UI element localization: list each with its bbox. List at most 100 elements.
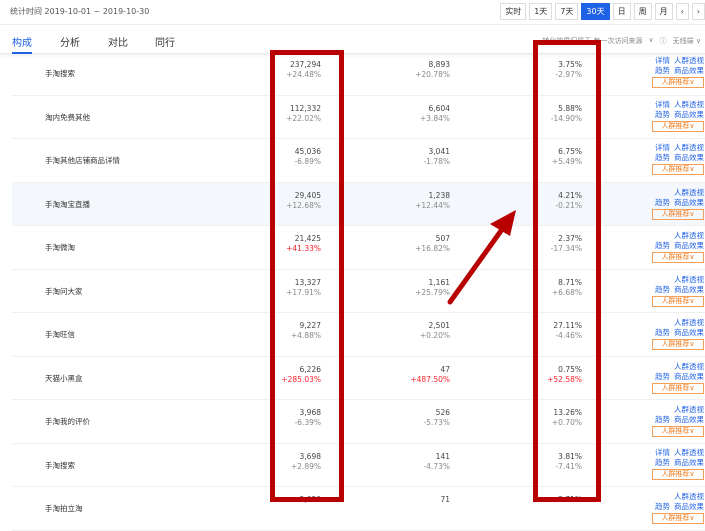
recommend-dropdown[interactable]: 人群推荐∨ bbox=[652, 513, 704, 524]
source-name: 手淘搜索 bbox=[45, 460, 75, 470]
crowd-link[interactable]: 人群透视 bbox=[674, 143, 704, 152]
buyers-change: -5.73% bbox=[423, 418, 450, 427]
crowd-link[interactable]: 人群透视 bbox=[674, 99, 704, 109]
conversion-rate-value: 3.75% bbox=[558, 60, 582, 69]
visitors: 3,698 +2.89% bbox=[241, 452, 321, 472]
visitors-change: +17.91% bbox=[286, 287, 321, 297]
source-name: 天猫小黑盒 bbox=[45, 373, 83, 383]
detail-link[interactable]: 详情 bbox=[655, 99, 670, 109]
info-icon[interactable]: ⓘ bbox=[659, 37, 667, 45]
period-button[interactable]: 周 bbox=[633, 3, 652, 20]
visitors-value: 3,698 bbox=[299, 451, 321, 461]
trend-link[interactable]: 趋势 bbox=[655, 371, 670, 381]
visitors-value: 29,405 bbox=[294, 190, 321, 200]
period-button[interactable]: ‹ bbox=[675, 3, 689, 20]
crowd-link[interactable]: 人群透视 bbox=[674, 56, 704, 65]
recommend-dropdown[interactable]: 人群推荐∨ bbox=[652, 120, 704, 132]
visitors-change: +4.88% bbox=[290, 331, 321, 340]
visitors-value: 9,227 bbox=[299, 321, 321, 330]
buyers-value: 141 bbox=[435, 451, 450, 461]
conversion-rate: 27.11% -4.46% bbox=[502, 321, 582, 341]
period-button[interactable]: 日 bbox=[612, 3, 631, 20]
trend-link[interactable]: 趋势 bbox=[655, 153, 670, 162]
crowd-link[interactable]: 人群透视 bbox=[674, 231, 704, 240]
conversion-rate-change: -17.34% bbox=[550, 244, 582, 253]
crowd-link[interactable]: 人群透视 bbox=[674, 405, 704, 414]
effect-link[interactable]: 商品效果 bbox=[674, 66, 704, 75]
recommend-dropdown[interactable]: 人群推荐∨ bbox=[652, 382, 704, 394]
crowd-link[interactable]: 人群透视 bbox=[674, 187, 704, 197]
conversion-rate-value: 0.75% bbox=[558, 364, 582, 374]
buyers: 1,161 +25.79% bbox=[370, 278, 450, 298]
recommend-dropdown[interactable]: 人群推荐∨ bbox=[652, 295, 704, 307]
table-row: 手淘其他店铺商品详情 45,036 -6.89% 3,041 -1.78% 6.75% +5… bbox=[12, 139, 705, 183]
effect-link[interactable]: 商品效果 bbox=[674, 109, 704, 119]
table-row: 手淘我的评价 3,968 -6.39% 526 -5.73% 13.26% +0.70% 人群… bbox=[12, 400, 705, 444]
conversion-rate: 8.71% +6.68% bbox=[502, 278, 582, 298]
tab-analysis[interactable]: 分析 bbox=[60, 38, 80, 49]
buyers-change: +12.44% bbox=[415, 200, 450, 210]
device-select[interactable]: 无线端 ∨ bbox=[672, 37, 701, 45]
tab-composition[interactable]: 构成 bbox=[12, 34, 32, 54]
tab-compare[interactable]: 对比 bbox=[108, 38, 128, 49]
chevron-down-icon[interactable]: ∨ bbox=[648, 36, 654, 44]
recommend-dropdown[interactable]: 人群推荐∨ bbox=[652, 426, 704, 437]
visitors-value: 45,036 bbox=[294, 147, 321, 156]
trend-link[interactable]: 趋势 bbox=[655, 109, 670, 119]
effect-link[interactable]: 商品效果 bbox=[674, 371, 704, 381]
visitors-change: +12.68% bbox=[286, 200, 321, 210]
buyers: 6,604 +3.84% bbox=[370, 104, 450, 124]
effect-link[interactable]: 商品效果 bbox=[674, 153, 704, 162]
buyers: 3,041 -1.78% bbox=[370, 147, 450, 167]
effect-link[interactable]: 商品效果 bbox=[674, 197, 704, 207]
buyers-change: +20.78% bbox=[415, 70, 450, 79]
crowd-link[interactable]: 人群透视 bbox=[674, 318, 704, 327]
detail-link[interactable]: 详情 bbox=[655, 143, 670, 152]
conversion-rate-change: -4.46% bbox=[555, 331, 582, 340]
effect-link[interactable]: 商品效果 bbox=[674, 415, 704, 424]
trend-link[interactable]: 趋势 bbox=[655, 66, 670, 75]
trend-link[interactable]: 趋势 bbox=[655, 284, 670, 294]
detail-link[interactable]: 详情 bbox=[655, 447, 670, 457]
period-button[interactable]: › bbox=[691, 3, 705, 20]
table-row: 手淘淘宝直播 29,405 +12.68% 1,238 +12.44% 4.21% -0.2… bbox=[12, 182, 705, 226]
recommend-dropdown[interactable]: 人群推荐∨ bbox=[652, 77, 704, 88]
recommend-dropdown[interactable]: 人群推荐∨ bbox=[652, 339, 704, 350]
recommend-dropdown[interactable]: 人群推荐∨ bbox=[652, 208, 704, 220]
trend-link[interactable]: 趋势 bbox=[655, 415, 670, 424]
effect-link[interactable]: 商品效果 bbox=[674, 241, 704, 250]
crowd-link[interactable]: 人群透视 bbox=[674, 492, 704, 501]
visitors-change: -6.39% bbox=[294, 418, 321, 427]
period-button[interactable]: 30天 bbox=[581, 3, 610, 20]
trend-link[interactable]: 趋势 bbox=[655, 457, 670, 467]
visitors-change: -6.89% bbox=[294, 157, 321, 166]
conversion-rate: 13.26% +0.70% bbox=[502, 408, 582, 428]
period-button[interactable]: 实时 bbox=[500, 3, 527, 20]
period-button[interactable]: 1天 bbox=[529, 3, 553, 20]
table-row: 天猫小黑盒 6,226 +285.03% 47 +487.50% 0.75% +52.58%… bbox=[12, 357, 705, 400]
conversion-rate-value: 13.26% bbox=[553, 408, 582, 417]
period-button[interactable]: 月 bbox=[654, 3, 673, 20]
effect-link[interactable]: 商品效果 bbox=[674, 284, 704, 294]
buyers-change: -4.73% bbox=[423, 461, 450, 471]
tab-peers[interactable]: 同行 bbox=[155, 38, 175, 49]
effect-link[interactable]: 商品效果 bbox=[674, 457, 704, 467]
recommend-dropdown[interactable]: 人群推荐∨ bbox=[652, 252, 704, 263]
conversion-rate-change: -2.97% bbox=[555, 70, 582, 79]
trend-link[interactable]: 趋势 bbox=[655, 328, 670, 337]
trend-link[interactable]: 趋势 bbox=[655, 197, 670, 207]
recommend-dropdown[interactable]: 人群推荐∨ bbox=[652, 164, 704, 175]
source-name: 手淘旺信 bbox=[45, 330, 75, 339]
effect-link[interactable]: 商品效果 bbox=[674, 328, 704, 337]
buyers-value: 1,161 bbox=[428, 277, 450, 287]
crowd-link[interactable]: 人群透视 bbox=[674, 274, 704, 284]
detail-link[interactable]: 详情 bbox=[655, 56, 670, 65]
buyers: 47 +487.50% bbox=[370, 365, 450, 385]
annotation-arrow-icon bbox=[447, 210, 516, 305]
source-name: 手淘我的评价 bbox=[45, 417, 90, 426]
trend-link[interactable]: 趋势 bbox=[655, 241, 670, 250]
crowd-link[interactable]: 人群透视 bbox=[674, 447, 704, 457]
period-button[interactable]: 7天 bbox=[555, 3, 579, 20]
crowd-link[interactable]: 人群透视 bbox=[674, 361, 704, 371]
recommend-dropdown[interactable]: 人群推荐∨ bbox=[652, 468, 704, 480]
